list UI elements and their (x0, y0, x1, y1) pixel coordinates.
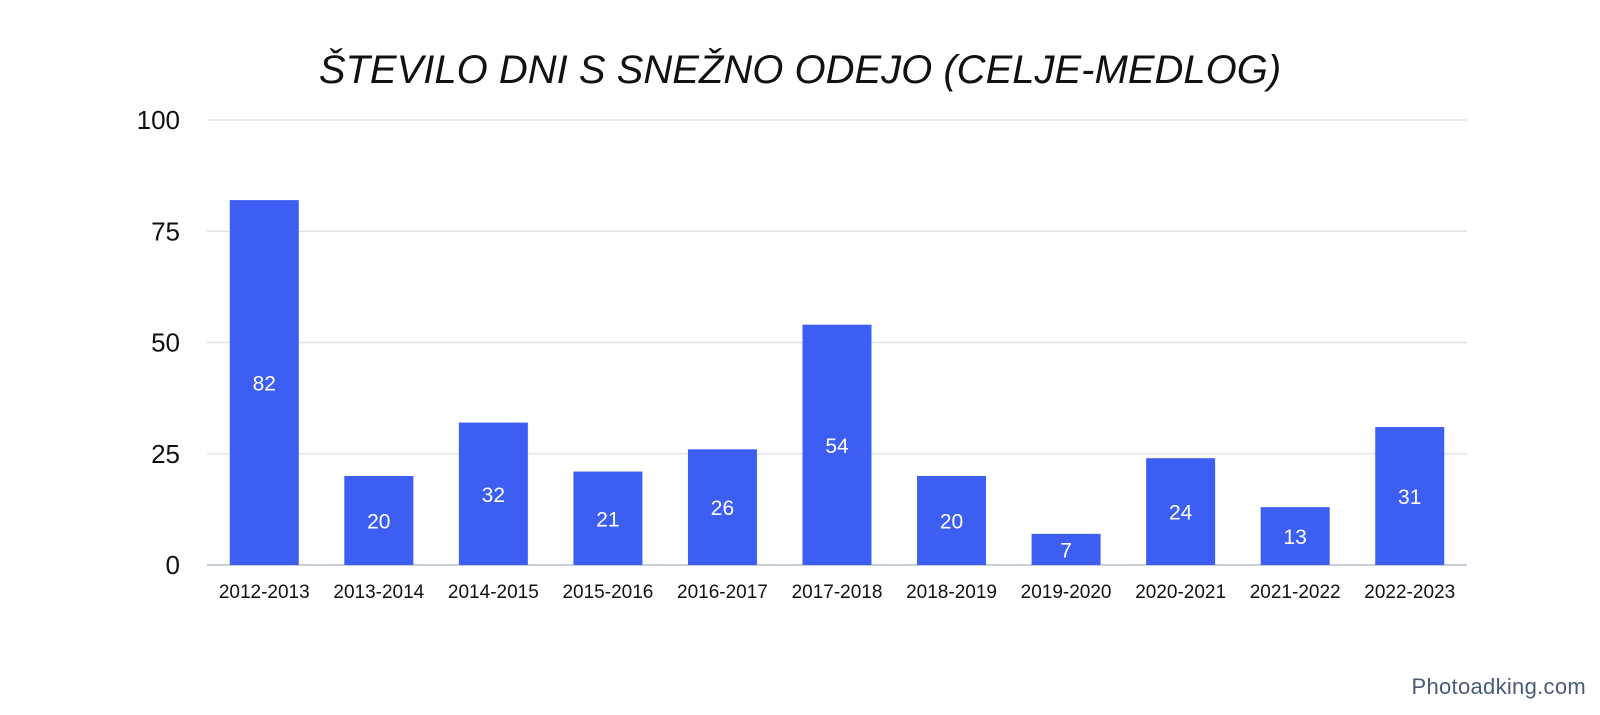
x-tick-label: 2013-2014 (333, 582, 424, 603)
x-tick-label: 2014-2015 (448, 582, 539, 603)
y-tick-label: 100 (137, 105, 180, 135)
data-labels: 82 20 32 21 26 54 20 7 24 13 31 (253, 373, 1422, 563)
x-tick-label: 2021-2022 (1250, 582, 1341, 603)
data-label: 20 (940, 511, 963, 534)
data-label: 13 (1284, 526, 1307, 549)
data-label: 26 (711, 497, 734, 520)
x-tick-label: 2019-2020 (1021, 582, 1112, 603)
bar (573, 471, 643, 565)
data-label: 32 (482, 484, 505, 507)
bar (1031, 533, 1101, 565)
bar (802, 324, 872, 565)
x-tick-label: 2020-2021 (1135, 582, 1226, 603)
watermark: Photoadking.com (1411, 674, 1586, 699)
x-tick-label: 2017-2018 (792, 582, 883, 603)
data-label: 21 (596, 508, 619, 531)
y-axis: 0 25 50 75 100 (137, 105, 180, 580)
bar (1375, 427, 1445, 565)
bar (917, 476, 987, 565)
bar (344, 476, 414, 565)
y-tick-label: 25 (151, 439, 180, 469)
bar (229, 200, 299, 565)
chart-title: ŠTEVILO DNI S SNEŽNO ODEJO (CELJE-MEDLOG… (319, 47, 1281, 92)
bars (229, 200, 1445, 565)
x-tick-label: 2022-2023 (1364, 582, 1455, 603)
data-label: 20 (367, 511, 390, 534)
data-label: 24 (1169, 502, 1193, 525)
y-tick-label: 50 (151, 328, 180, 358)
y-tick-label: 75 (151, 216, 180, 246)
data-label: 31 (1398, 486, 1421, 509)
bar (1146, 458, 1216, 565)
data-label: 7 (1060, 539, 1072, 562)
bar (1260, 507, 1330, 565)
x-axis: 2012-2013 2013-2014 2014-2015 2015-2016 2016… (219, 582, 1455, 603)
y-tick-label: 0 (166, 550, 180, 580)
data-label: 54 (825, 435, 849, 458)
x-tick-label: 2018-2019 (906, 582, 997, 603)
bar (687, 449, 757, 565)
data-label: 82 (253, 373, 276, 396)
x-tick-label: 2015-2016 (562, 582, 653, 603)
x-tick-label: 2016-2017 (677, 582, 768, 603)
bar (458, 422, 528, 565)
x-tick-label: 2012-2013 (219, 582, 310, 603)
